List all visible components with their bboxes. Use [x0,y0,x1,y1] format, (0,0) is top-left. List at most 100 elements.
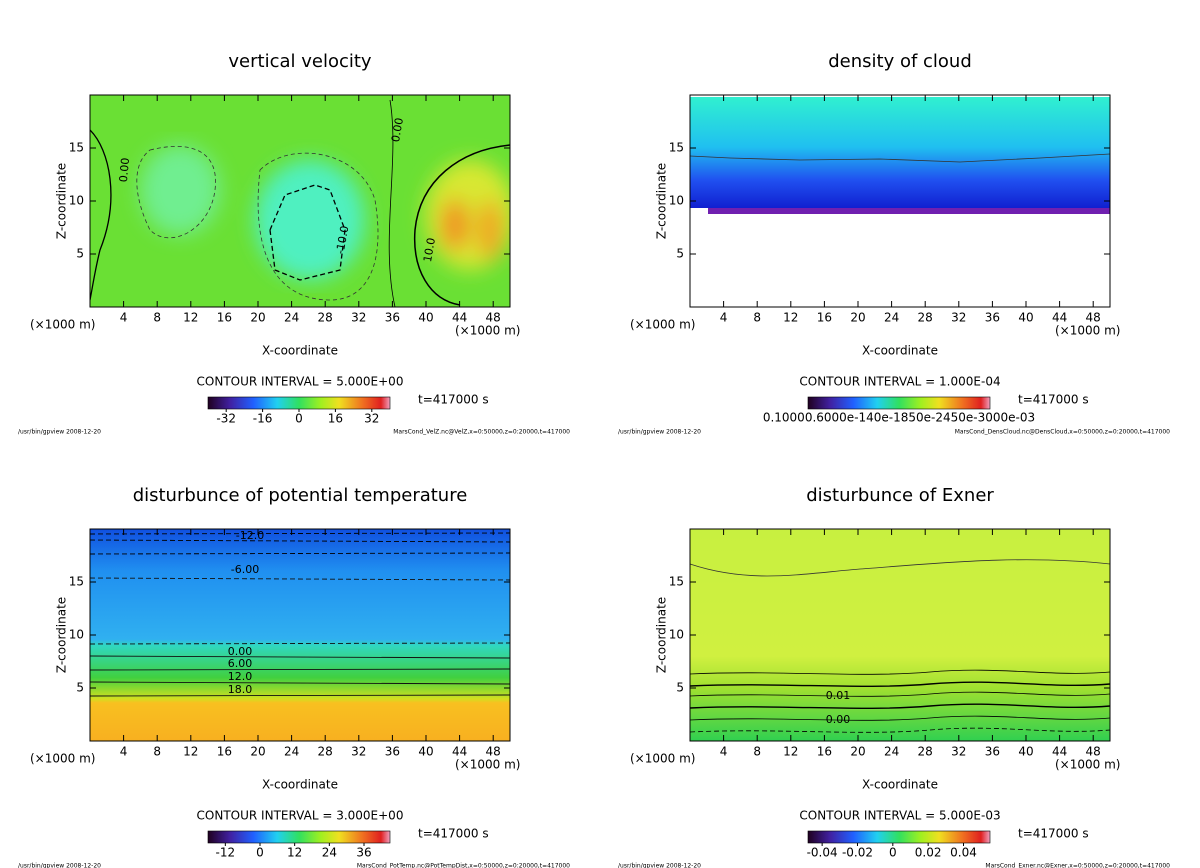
colorbar-tick-label: 12 [287,846,302,860]
colorbar-tick-label: 0 [889,846,897,860]
contour-label: 6.00 [228,657,253,670]
x-tick-label: 32 [351,311,366,325]
x-tick-label: 36 [985,745,1000,759]
colorbar-tick-label: 32 [364,412,379,426]
contour [90,129,112,301]
x-tick-label: 20 [850,311,865,325]
x-tick-label: 4 [120,745,128,759]
contour-label: -6.00 [231,563,259,576]
footer-left: /usr/bin/gpview 2008-12-20 [618,863,701,868]
blob [255,160,365,280]
x-axis-label: X-coordinate [862,344,938,358]
x-tick-label: 24 [884,745,899,759]
x-tick-label: 40 [418,745,433,759]
contour-interval: CONTOUR INTERVAL = 3.000E+00 [197,809,404,823]
x-tick-label: 40 [1018,311,1033,325]
panel-title: disturbunce of Exner [806,485,994,506]
colorbar-tick-label: -16 [253,412,273,426]
contour [689,727,1111,733]
contour [388,99,396,307]
footer-left: /usr/bin/gpview 2008-12-20 [18,863,101,868]
contour [136,146,216,239]
footer-left: /usr/bin/gpview 2008-12-20 [18,429,101,436]
contour [89,668,511,671]
contour-interval: CONTOUR INTERVAL = 5.000E+00 [197,375,404,389]
contour [689,153,1111,163]
time-label: t=417000 s [418,393,489,407]
field [90,529,510,741]
x-unit: (×1000 m) [455,758,520,772]
colorbar-tick-label: 24 [322,846,337,860]
colorbar-tick-label: -0.04 [807,846,838,860]
panel-title: density of cloud [828,51,972,72]
contour [413,144,510,306]
colorbar-tick-label: 16 [328,412,343,426]
y-tick-label: 15 [69,575,84,589]
y-tick-label: 10 [69,628,84,642]
x-tick-label: 16 [817,745,832,759]
x-tick-label: 8 [153,311,161,325]
x-tick-label: 48 [486,311,501,325]
x-tick-label: 24 [884,311,899,325]
x-tick-label: 44 [1052,311,1067,325]
contour-label: 0.00 [389,117,406,143]
colorbar-tick-label: 0 [256,846,264,860]
colorbar-tick-label: 36 [356,846,371,860]
colorbar-tick-label: -32 [216,412,236,426]
contour-label: 18.0 [228,683,253,696]
x-tick-label: 20 [250,311,265,325]
x-tick-label: 16 [217,745,232,759]
contour [689,715,1111,721]
x-tick-label: 48 [486,745,501,759]
footer-right: MarsCond_PotTemp.nc@PotTempDist,x=0:5000… [357,863,570,868]
y-tick-label: 10 [669,628,684,642]
x-unit: (×1000 m) [455,324,520,338]
footer-right: MarsCond_VelZ.nc@VelZ,x=0:50000,z=0:2000… [393,429,570,436]
x-tick-label: 32 [351,745,366,759]
colorbar-tick-label: 0 [295,412,303,426]
x-axis-label: X-coordinate [262,778,338,792]
contour [257,152,379,301]
x-tick-label: 12 [783,311,798,325]
contour [689,559,1111,577]
colorbar [207,830,391,844]
time-label: t=417000 s [1018,393,1089,407]
contour-label: 10.0 [421,237,438,263]
contour-label: 12.0 [228,670,253,683]
contour-interval: CONTOUR INTERVAL = 5.000E-03 [799,809,1000,823]
x-tick-label: 28 [918,311,933,325]
x-tick-label: 16 [817,311,832,325]
x-tick-label: 36 [985,311,1000,325]
contour [689,681,1111,688]
x-tick-label: 36 [385,311,400,325]
y-axis-label: Z-coordinate [55,597,69,673]
contour-label: 0.00 [826,713,851,726]
contour [89,655,511,659]
field [690,529,1110,741]
x-tick-label: 4 [720,745,728,759]
contour [89,539,511,543]
contour [689,703,1111,710]
field-blobs [140,145,510,280]
x-unit: (×1000 m) [30,752,95,766]
x-axis-label: X-coordinate [862,778,938,792]
colorbar [807,830,991,844]
panel-title: vertical velocity [228,51,372,72]
y-tick-label: 10 [669,194,684,208]
x-tick-label: 8 [753,311,761,325]
x-axis-label: X-coordinate [262,344,338,358]
time-label: t=417000 s [418,827,489,841]
colorbar-tick-label: -0.02 [842,846,873,860]
x-tick-label: 48 [1086,745,1101,759]
contour [89,642,511,645]
x-tick-label: 12 [183,311,198,325]
blob [140,145,220,235]
x-tick-label: 20 [250,745,265,759]
contour [89,552,511,555]
contour [269,184,346,281]
y-axis-label: Z-coordinate [655,597,669,673]
x-tick-label: 20 [850,745,865,759]
